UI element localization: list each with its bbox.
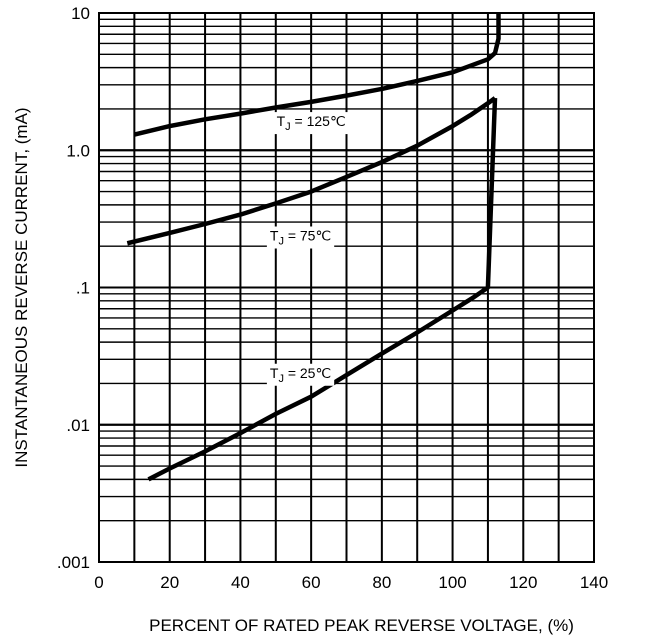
curve-25c bbox=[147, 98, 498, 482]
series-label-background bbox=[273, 112, 349, 135]
x-tick-label: 60 bbox=[302, 573, 321, 592]
x-tick-label: 100 bbox=[438, 573, 466, 592]
x-tick-label: 120 bbox=[509, 573, 537, 592]
curve-125c bbox=[133, 13, 501, 137]
plot-frame bbox=[98, 12, 595, 563]
y-axis-title: INSTANTANEOUS REVERSE CURRENT, (mA) bbox=[12, 107, 31, 467]
x-tick-labels: 0 20 40 60 80 100 120 140 bbox=[94, 573, 608, 592]
series-label-background bbox=[266, 226, 335, 249]
y-tick-label: 10 bbox=[71, 4, 90, 23]
x-tick-label: 40 bbox=[231, 573, 250, 592]
y-tick-label: .1 bbox=[76, 279, 90, 298]
y-tick-label: .001 bbox=[57, 553, 90, 572]
x-tick-label: 0 bbox=[94, 573, 103, 592]
x-tick-label: 20 bbox=[160, 573, 179, 592]
x-tick-label: 140 bbox=[580, 573, 608, 592]
plot-curves bbox=[126, 13, 501, 482]
x-tick-label: 80 bbox=[372, 573, 391, 592]
y-tick-label: 1.0 bbox=[66, 141, 90, 160]
series-label: TJ = 75℃ bbox=[270, 228, 331, 248]
series-label: TJ = 125℃ bbox=[277, 113, 346, 133]
plot-grid bbox=[99, 13, 594, 562]
y-tick-labels: 10 1.0 .1 .01 .001 bbox=[57, 4, 90, 572]
series-label-background bbox=[266, 363, 335, 386]
series-label: TJ = 25℃ bbox=[270, 365, 331, 385]
x-axis-title: PERCENT OF RATED PEAK REVERSE VOLTAGE, (… bbox=[149, 616, 574, 635]
y-tick-label: .01 bbox=[66, 416, 90, 435]
curve-75c bbox=[126, 96, 497, 246]
series-labels: TJ = 125℃ TJ = 75℃ TJ = 25℃ bbox=[266, 112, 349, 386]
